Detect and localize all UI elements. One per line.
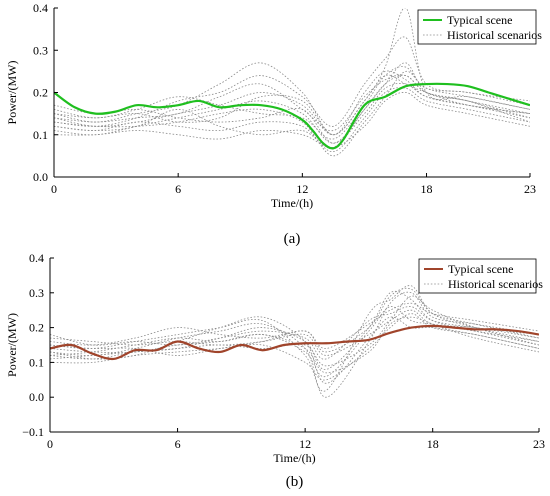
historical-scenario-line-4 (50, 291, 539, 398)
typical-scene-line (54, 82, 530, 150)
historical-scenario-line-5 (54, 87, 530, 153)
y-tick-label: −0.1 (22, 425, 44, 439)
y-tick-label: 0.0 (33, 170, 48, 184)
typical-scene-line (50, 324, 539, 361)
historical-scenario-line-10 (50, 316, 539, 384)
legend-box (418, 258, 537, 294)
x-tick-label: 12 (299, 437, 311, 451)
x-tick-label: 6 (175, 182, 181, 196)
chart-panel-a: 0.0 0.1 0.2 0.3 0.4 0 6 12 18 23 Time/(h) Power/(MW… (5, 1, 542, 247)
historical-scenario-line-9 (50, 306, 539, 360)
plot-area (50, 285, 539, 398)
historical-scenario-line-12 (54, 74, 530, 136)
x-tick-label: 18 (427, 437, 439, 451)
panel-caption: (a) (284, 231, 301, 247)
historical-scenario-line-9 (54, 83, 530, 144)
chart-panel-b: −0.1 0.0 0.1 0.2 0.3 0.4 0 6 12 18 23 Time/(h) Power… (5, 251, 545, 490)
x-tick-label: 0 (47, 437, 53, 451)
historical-scenario-line-10 (54, 70, 530, 157)
y-axis-title: Power/(MW) (5, 61, 19, 125)
legend-label-historical: Historical scenarios (447, 28, 542, 42)
x-tick-label: 6 (175, 437, 181, 451)
historical-scenario-line-8 (54, 74, 530, 131)
x-tick-label: 23 (524, 182, 536, 196)
historical-scenario-line-12 (50, 287, 539, 356)
x-axis-title: Time/(h) (273, 451, 315, 465)
historical-scenario-line-2 (50, 290, 539, 370)
x-tick-label: 0 (51, 182, 57, 196)
historical-scenario-line-6 (50, 302, 539, 349)
legend-label-typical: Typical scene (448, 262, 513, 276)
plot-area (54, 8, 530, 157)
historical-scenario-line-7 (54, 92, 530, 148)
x-axis-title: Time/(h) (271, 196, 313, 210)
legend-box (417, 9, 537, 45)
y-axis-title: Power/(MW) (5, 313, 19, 377)
legend-label-historical: Historical scenarios (448, 277, 543, 291)
legend-label-typical: Typical scene (447, 13, 512, 27)
historical-scenario-line-7 (50, 306, 539, 377)
panel-caption: (b) (286, 474, 304, 490)
y-tick-label: 0.4 (29, 251, 44, 265)
y-tick-label: 0.3 (29, 286, 44, 300)
y-tick-label: 0.2 (29, 321, 44, 335)
y-tick-label: 0.3 (33, 43, 48, 57)
y-tick-label: 0.1 (29, 355, 44, 369)
historical-scenario-line-11 (50, 316, 539, 374)
historical-scenario-line-1 (50, 285, 539, 392)
y-tick-label: 0.0 (29, 390, 44, 404)
y-tick-label: 0.2 (33, 86, 48, 100)
y-tick-label: 0.4 (33, 1, 48, 15)
x-tick-label: 12 (296, 182, 308, 196)
y-tick-label: 0.1 (33, 128, 48, 142)
historical-scenario-line-3 (50, 309, 539, 356)
historical-scenario-line-8 (50, 295, 539, 367)
x-tick-label: 18 (421, 182, 433, 196)
x-tick-label: 23 (533, 437, 545, 451)
historical-scenario-line-5 (50, 313, 539, 381)
